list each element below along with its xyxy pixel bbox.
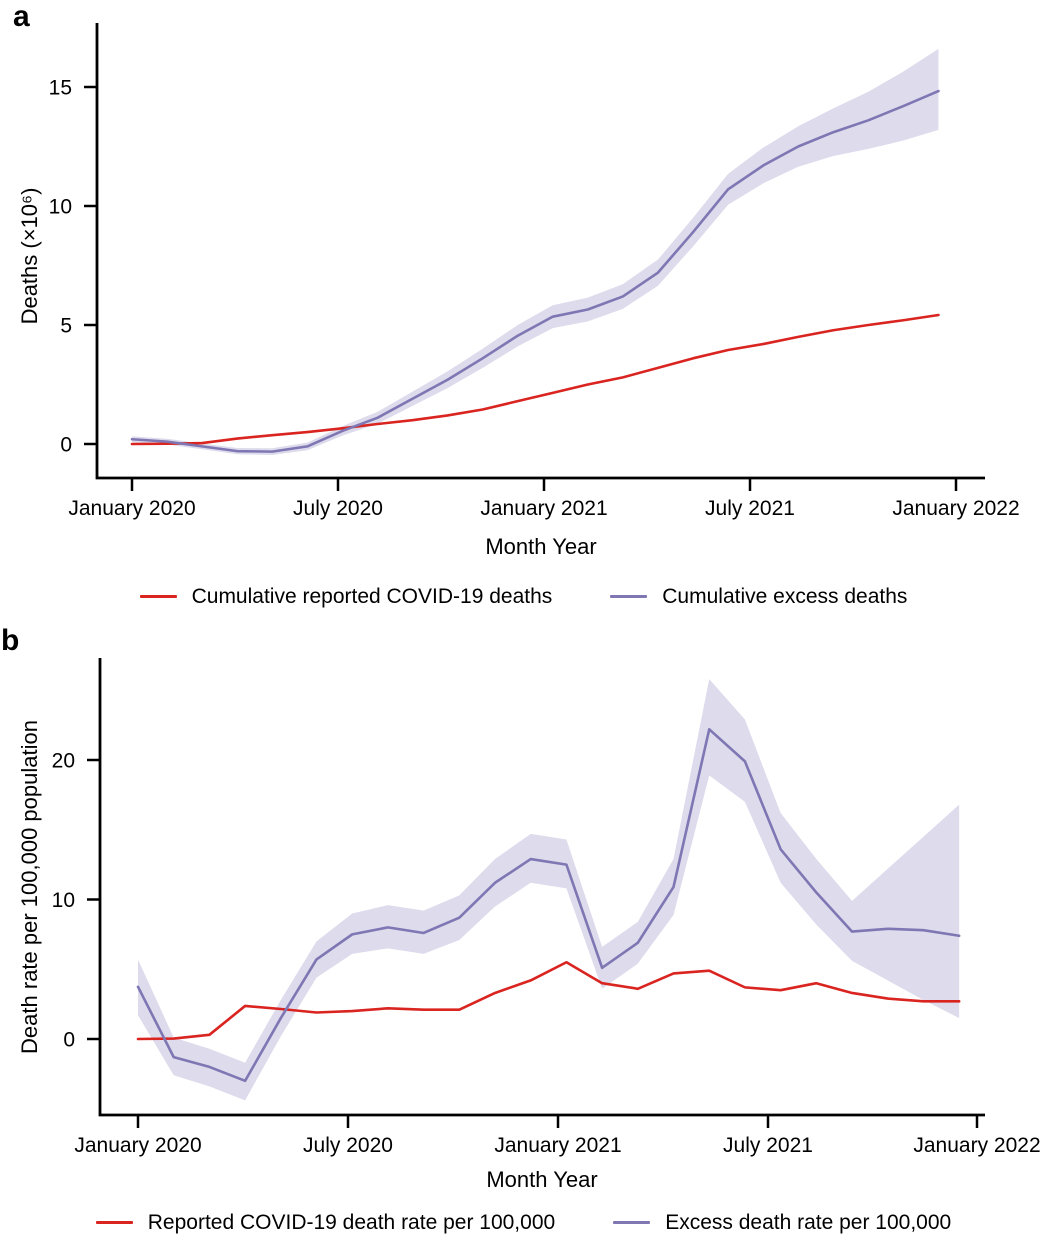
legend-label-reported: Reported COVID-19 death rate per 100,000 — [147, 1211, 556, 1234]
x-axis-tick-label: July 2021 — [723, 1134, 813, 1157]
y-axis-tick-label: 0 — [60, 434, 72, 457]
x-axis-tick-label: July 2020 — [293, 497, 383, 520]
panel-b-plot-area: 0 10 20 January 2020 July 2020 January 2021 Ju… — [52, 658, 1041, 1157]
x-axis-tick-label: January 2020 — [68, 497, 195, 520]
excess-line-swatch — [613, 1221, 651, 1225]
panel-a-legend: Cumulative reported COVID-19 deaths Cumu… — [0, 584, 1047, 609]
legend-label-reported: Cumulative reported COVID-19 deaths — [191, 585, 553, 608]
excess-line-swatch — [610, 595, 648, 599]
excess-ci-band — [132, 48, 939, 455]
panel-a-letter: a — [13, 0, 30, 33]
panel-a-plot-area: 0 5 10 15 January 2020 July 2020 January 2021 J… — [49, 23, 1020, 520]
panel-b-legend: Reported COVID-19 death rate per 100,000… — [0, 1210, 1047, 1235]
panel-b-x-axis-title: Month Year — [486, 1167, 597, 1192]
y-axis-tick-label: 20 — [52, 750, 75, 773]
panel-a-chart: 0 5 10 15 January 2020 July 2020 January 2021 J… — [17, 23, 1020, 559]
reported-line — [136, 960, 961, 1041]
reported-line-swatch — [139, 595, 177, 599]
panel-b-chart: 0 10 20 January 2020 July 2020 January 2021 Ju… — [17, 658, 1041, 1192]
panel-a-x-axis-title: Month Year — [485, 534, 596, 559]
panel-b-y-axis-title: Death rate per 100,000 population — [17, 720, 42, 1054]
x-axis-tick-label: July 2021 — [705, 497, 795, 520]
x-axis-tick-label: January 2022 — [913, 1134, 1040, 1157]
y-axis-tick-label: 15 — [49, 77, 72, 100]
x-axis-tick-label: July 2020 — [303, 1134, 393, 1157]
x-axis-tick-label: January 2022 — [892, 497, 1019, 520]
legend-item-reported: Reported COVID-19 death rate per 100,000 — [95, 1210, 556, 1235]
axes — [95, 23, 985, 480]
legend-item-reported: Cumulative reported COVID-19 deaths — [139, 584, 553, 609]
y-axis-tick-label: 10 — [52, 889, 75, 912]
legend-item-excess: Excess death rate per 100,000 — [613, 1210, 951, 1235]
reported-line — [130, 313, 940, 446]
panel-a-y-axis-title: Deaths (×10⁶) — [17, 188, 42, 325]
x-axis-tick-label: January 2020 — [74, 1134, 201, 1157]
x-axis-tick-label: January 2021 — [494, 1134, 621, 1157]
y-axis-tick-label: 10 — [49, 196, 72, 219]
axes — [98, 658, 985, 1117]
panel-b-letter: b — [1, 624, 20, 657]
y-axis-tick-label: 0 — [63, 1029, 75, 1052]
legend-label-excess: Excess death rate per 100,000 — [665, 1211, 952, 1234]
excess-line — [130, 89, 940, 453]
legend-item-excess: Cumulative excess deaths — [610, 584, 907, 609]
legend-label-excess: Cumulative excess deaths — [662, 585, 908, 608]
excess-ci-band — [138, 679, 960, 1101]
x-axis-tick-label: January 2021 — [480, 497, 607, 520]
y-axis-tick-label: 5 — [60, 315, 72, 338]
reported-line-swatch — [95, 1221, 133, 1225]
excess-line — [136, 728, 961, 1083]
